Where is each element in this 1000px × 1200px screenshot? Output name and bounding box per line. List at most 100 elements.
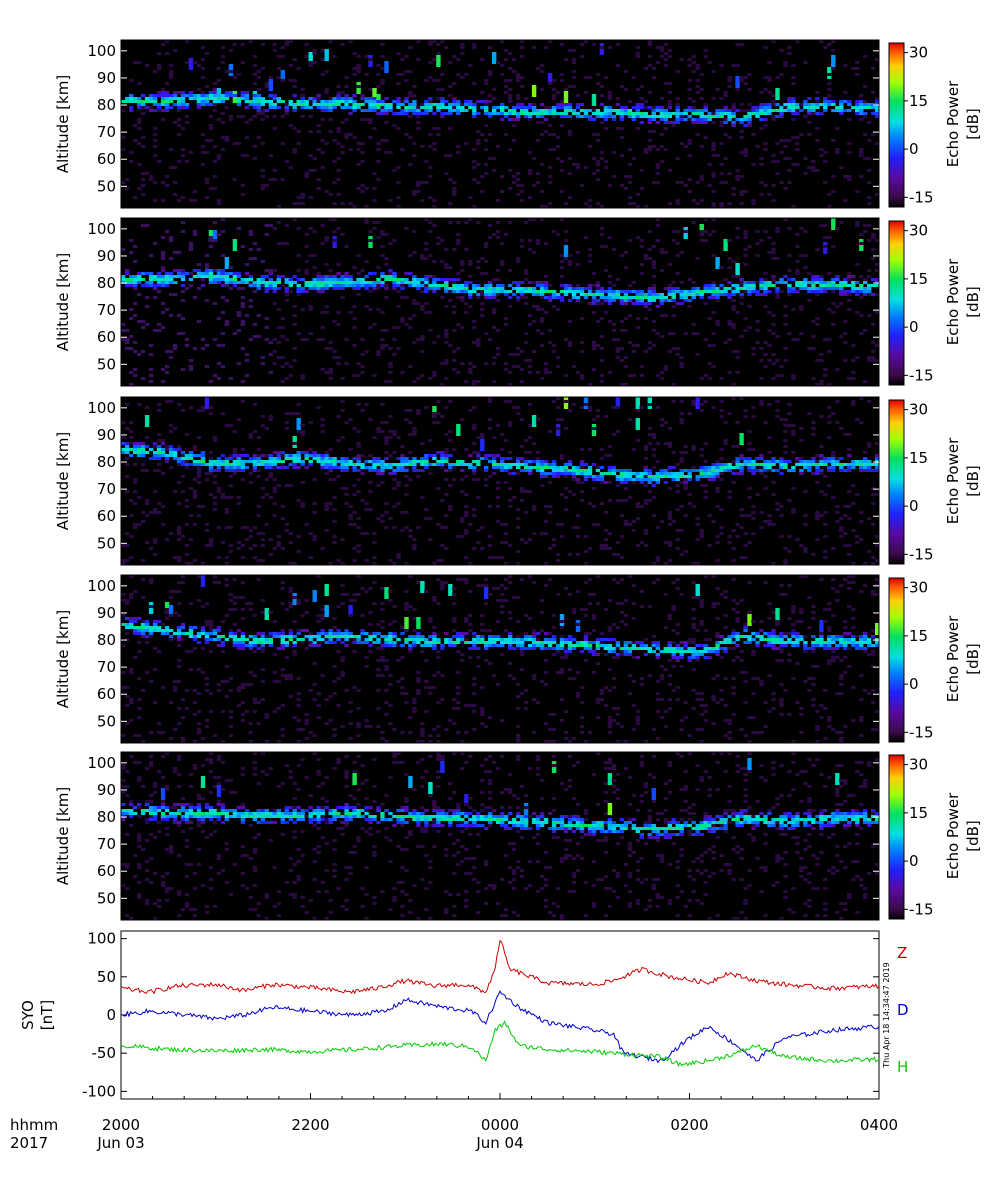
noise-cell	[228, 49, 234, 52]
noise-cell	[603, 547, 609, 550]
noise-cell	[152, 242, 158, 245]
noise-cell	[121, 421, 126, 424]
echo-cell	[236, 466, 242, 469]
echo-cell	[152, 442, 158, 445]
noise-cell	[388, 151, 393, 154]
noise-cell	[284, 103, 289, 106]
noise-cell	[603, 529, 609, 532]
noise-cell	[727, 239, 732, 242]
echo-cell	[224, 463, 230, 466]
noise-cell	[607, 94, 613, 97]
echo-cell	[452, 103, 457, 106]
noise-cell	[260, 112, 265, 115]
noise-cell	[188, 199, 194, 202]
echo-cell	[456, 112, 461, 115]
echo-cell	[603, 115, 609, 118]
echo-cell	[164, 103, 170, 106]
echo-cell	[372, 97, 377, 100]
echo-cell	[476, 112, 481, 115]
echo-cell	[488, 112, 493, 115]
echo-cell	[448, 103, 453, 106]
noise-cell	[739, 202, 744, 205]
echo-cell	[276, 451, 281, 454]
noise-cell	[280, 142, 285, 145]
noise-cell	[372, 374, 377, 377]
noise-cell	[771, 184, 776, 187]
noise-cell	[504, 362, 509, 365]
noise-cell	[484, 79, 489, 82]
noise-cell	[468, 562, 473, 565]
echo-cell	[727, 281, 732, 284]
noise-cell	[184, 553, 190, 556]
noise-cell	[699, 175, 704, 178]
echo-cell	[188, 278, 194, 281]
noise-cell	[140, 184, 146, 187]
echo-cell	[516, 290, 521, 293]
echo-cell	[384, 275, 389, 278]
noise-cell	[687, 97, 692, 100]
noise-cell	[488, 94, 493, 97]
echo-cell	[352, 103, 357, 106]
noise-cell	[408, 70, 413, 73]
noise-cell	[168, 400, 174, 403]
echo-cell	[587, 109, 593, 112]
echo-cell	[300, 290, 305, 293]
noise-cell	[428, 254, 433, 257]
noise-cell	[424, 218, 429, 221]
noise-cell	[512, 365, 517, 368]
noise-cell	[460, 260, 465, 263]
noise-cell	[823, 374, 828, 377]
noise-cell	[591, 172, 597, 175]
noise-cell	[129, 79, 134, 82]
noise-cell	[121, 323, 126, 326]
noise-cell	[236, 496, 242, 499]
noise-cell	[404, 511, 409, 514]
echo-cell	[432, 103, 437, 106]
noise-cell	[472, 160, 477, 163]
noise-cell	[547, 481, 553, 484]
noise-cell	[348, 448, 353, 451]
noise-cell	[727, 371, 732, 374]
echo-cell	[424, 454, 429, 457]
noise-cell	[492, 233, 497, 236]
echo-cell	[160, 448, 166, 451]
noise-cell	[133, 124, 138, 127]
echo-cell	[763, 103, 768, 106]
noise-cell	[284, 529, 289, 532]
noise-cell	[619, 254, 625, 257]
colorbar	[888, 220, 905, 386]
noise-cell	[212, 338, 218, 341]
echo-cell	[396, 463, 401, 466]
echo-cell	[679, 118, 684, 121]
noise-cell	[819, 359, 824, 362]
echo-cell	[839, 287, 844, 290]
noise-cell	[619, 514, 625, 517]
noise-cell	[129, 535, 134, 538]
echo-cell	[268, 106, 273, 109]
noise-cell	[156, 323, 162, 326]
noise-cell	[527, 218, 533, 221]
echo-cell	[539, 109, 545, 112]
noise-cell	[260, 142, 265, 145]
noise-cell	[164, 371, 170, 374]
noise-cell	[324, 347, 329, 350]
echo-cell	[256, 284, 261, 287]
noise-cell	[523, 278, 529, 281]
echo-cell	[492, 290, 497, 293]
noise-cell	[140, 106, 146, 109]
noise-cell	[412, 190, 417, 193]
echo-cell	[512, 281, 517, 284]
noise-cell	[448, 221, 453, 224]
echo-cell	[747, 290, 752, 293]
meteor-echo	[547, 73, 553, 85]
echo-cell	[140, 103, 146, 106]
echo-cell	[380, 472, 385, 475]
echo-cell	[160, 94, 166, 97]
noise-cell	[472, 326, 477, 329]
noise-cell	[396, 502, 401, 505]
noise-cell	[396, 196, 401, 199]
echo-cell	[292, 106, 297, 109]
noise-cell	[771, 377, 776, 380]
echo-cell	[607, 293, 613, 296]
noise-cell	[619, 320, 625, 323]
